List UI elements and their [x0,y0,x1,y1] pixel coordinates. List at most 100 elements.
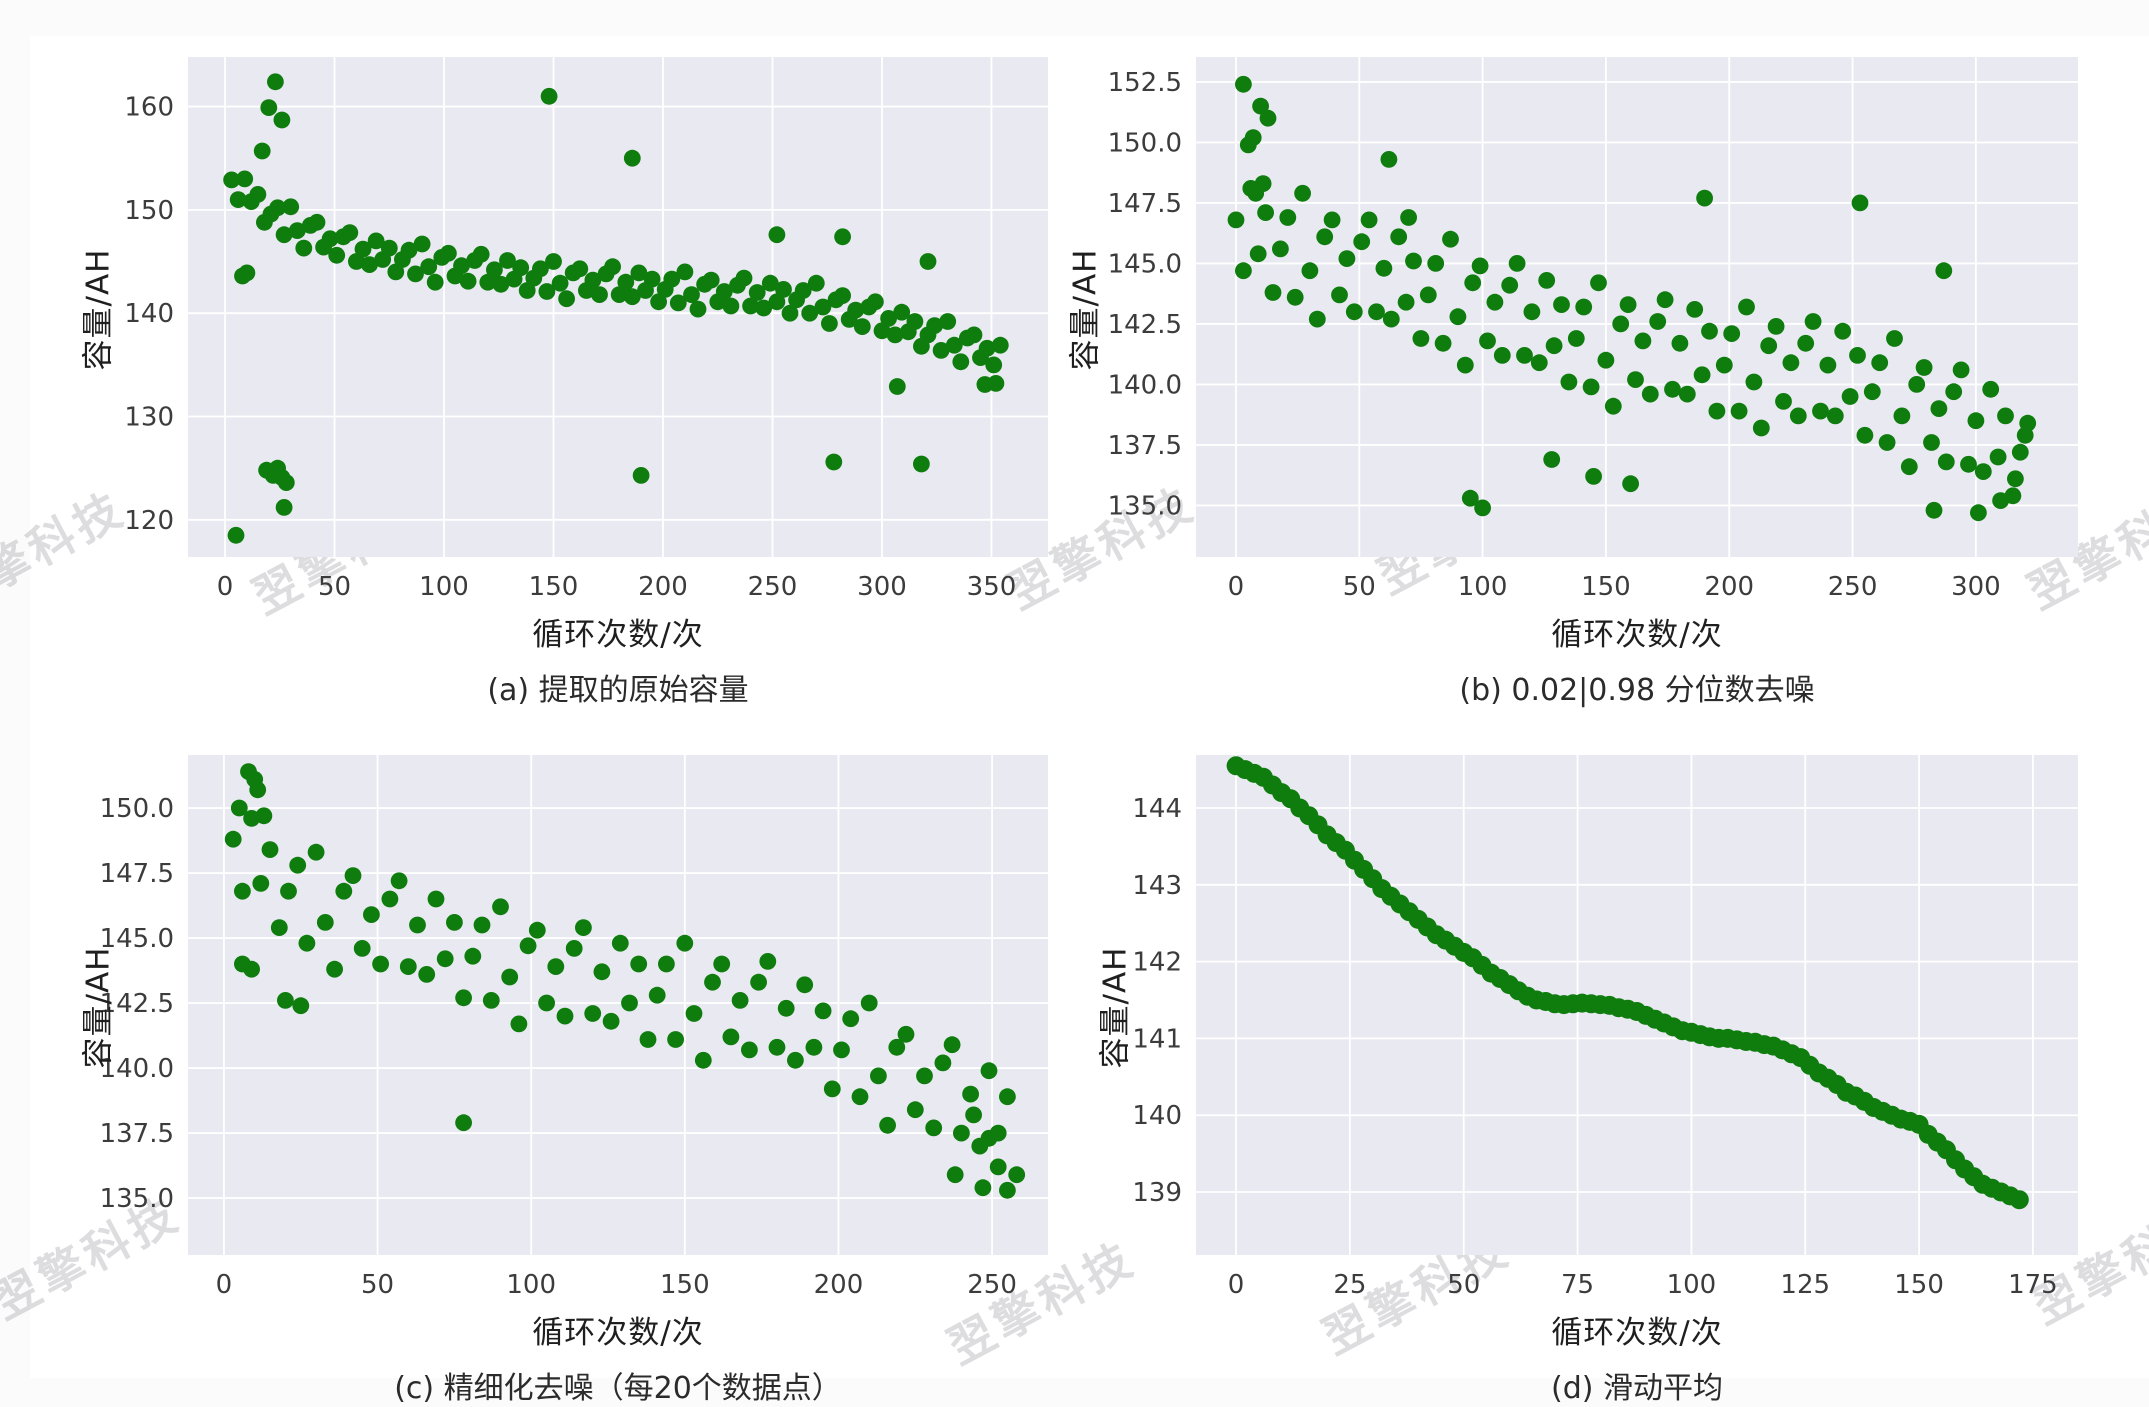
data-point [1945,383,1963,401]
data-point [919,253,937,270]
data-point [1553,296,1570,313]
data-point [610,286,628,303]
data-point [946,1166,964,1184]
data-point [270,919,288,936]
data-point [399,958,417,975]
data-point [249,186,267,203]
data-point [1664,380,1681,398]
y-tick-label: 143 [1132,871,1182,901]
data-point [249,781,267,799]
data-point [565,940,583,957]
data-point [1856,426,1874,444]
data-point [823,1080,841,1098]
data-point [1701,322,1718,340]
data-point [547,958,565,975]
data-point [1678,385,1696,403]
data-point [1235,262,1252,280]
data-point [676,934,694,952]
data-point [556,1007,574,1025]
data-point [999,1181,1016,1199]
data-point [632,467,650,484]
data-point [999,1088,1016,1106]
x-tick-label: 100 [1667,1270,1717,1300]
data-point [1804,313,1822,330]
x-tick-label: 50 [361,1270,394,1300]
data-point [794,282,812,299]
data-point [934,1054,952,1072]
data-point [669,294,687,312]
data-point [409,916,426,934]
plot-area [188,755,1048,1255]
data-point [321,230,339,248]
data-point [916,1067,933,1085]
data-point [528,921,546,939]
y-tick-label: 135.0 [100,1184,174,1214]
data-point [482,992,500,1009]
data-point [367,232,385,250]
data-point [1382,310,1400,328]
data-point [238,264,256,282]
data-point [1708,402,1726,420]
data-point [295,239,313,257]
data-point [1530,354,1548,372]
data-point [1760,337,1778,355]
data-point [759,953,777,970]
data-point [1264,284,1282,301]
y-tick-label: 142 [1132,948,1182,978]
data-point [261,841,279,858]
data-point [1567,330,1585,347]
data-point [532,260,549,278]
data-point [2007,470,2024,488]
data-point [1767,318,1785,335]
data-point [436,950,454,968]
data-point [1516,347,1533,364]
data-point [380,239,398,257]
data-point [1464,274,1482,292]
data-point [1826,407,1844,425]
data-point [440,244,457,262]
data-point [888,378,906,395]
data-point [390,872,408,890]
data-point [630,264,648,282]
data-point [413,235,431,253]
data-point [750,973,767,991]
data-point [1368,303,1385,321]
data-point [353,940,371,957]
data-point [1479,332,1496,350]
data-point [886,326,904,344]
x-tick-label: 125 [1780,1270,1830,1300]
plot-area [1196,57,2078,557]
y-tick-label: 160 [124,93,174,123]
y-tick-label: 152.5 [1108,68,1182,98]
data-point [512,259,530,277]
data-point [985,356,1003,374]
x-tick-label: 100 [1458,572,1508,602]
panel-a-caption: (a) 提取的原始容量 [487,673,749,708]
data-point [540,87,558,105]
data-point [825,453,843,471]
data-point [1604,397,1622,415]
data-point [427,890,445,908]
data-point [280,882,297,900]
data-point [853,318,871,335]
data-point [253,142,271,160]
data-point [873,322,891,340]
data-point [252,875,270,892]
data-point [814,1002,832,1020]
x-tick-label: 100 [419,572,469,602]
data-point [663,270,681,288]
data-point [289,856,307,874]
y-tick-label: 140.0 [100,1054,174,1084]
data-point [455,1114,472,1132]
data-point [236,170,254,188]
data-point [834,228,851,246]
data-point [741,1041,758,1059]
data-point [1925,501,1943,519]
data-point [932,342,950,359]
data-point [1575,298,1593,316]
data-point [1508,255,1526,272]
x-tick-label: 0 [217,572,234,602]
data-point [1461,489,1479,507]
